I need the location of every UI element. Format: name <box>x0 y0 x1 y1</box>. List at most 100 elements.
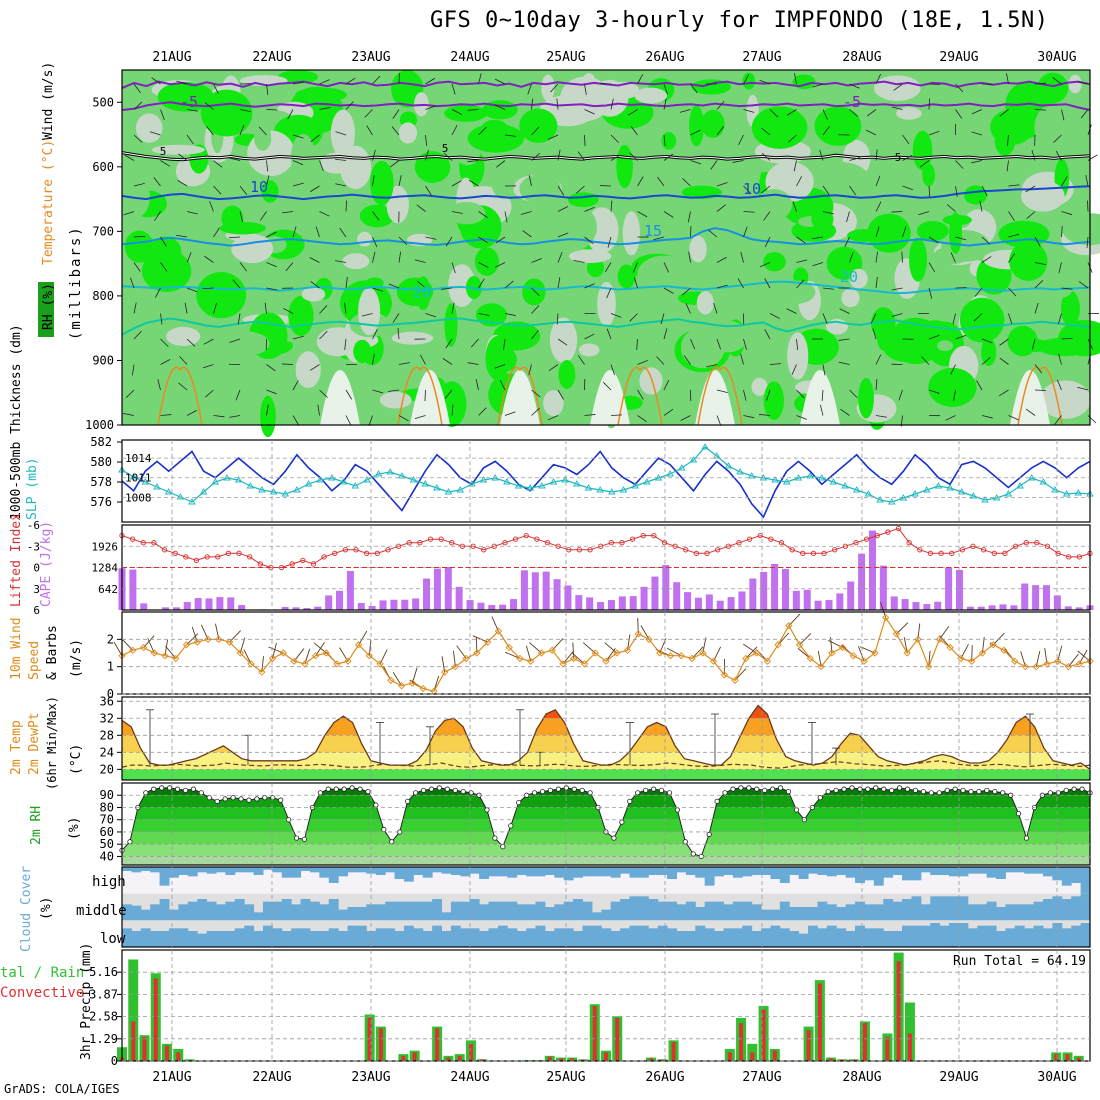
wind10-frame <box>121 611 1091 695</box>
wind-barb <box>160 359 171 365</box>
precip-convective-bar <box>558 1058 563 1061</box>
rh2m-marker <box>682 839 688 845</box>
wind-barb <box>901 251 903 263</box>
wind10-marker <box>677 652 685 660</box>
wind-barb <box>202 364 214 369</box>
wind-barb <box>891 313 903 317</box>
rh-tick: 50 <box>100 837 114 851</box>
wind10-marker <box>290 657 298 665</box>
wind-barb <box>849 157 861 161</box>
rh2m-marker <box>587 790 593 796</box>
cloud-bar <box>836 867 847 875</box>
wind-barb <box>637 211 648 218</box>
wind-barb <box>763 211 771 221</box>
precip-convective-bar <box>401 1055 406 1061</box>
cloud-bar <box>469 899 480 921</box>
pressure-tick: 1000 <box>85 418 114 432</box>
rh-patch <box>231 234 274 264</box>
wind-barb <box>319 330 328 340</box>
cloud-bar <box>544 907 555 921</box>
cape-bar <box>205 598 213 610</box>
cloud-bar <box>507 867 518 878</box>
rh2m-marker <box>635 790 641 796</box>
lifted-index-marker <box>874 532 880 539</box>
cape-bar <box>825 600 833 610</box>
wind-barb <box>398 251 402 263</box>
wind-barb <box>372 149 376 161</box>
cloud-bar <box>563 901 574 921</box>
wind-barb <box>844 236 850 248</box>
cloud-bar <box>770 867 781 879</box>
cloud-bar <box>1005 867 1016 873</box>
cloud-bar <box>657 925 668 947</box>
precip-convective-bar <box>907 1033 912 1061</box>
lifted-index-marker <box>204 554 210 560</box>
rh2m-marker <box>762 787 768 793</box>
lifted-index-marker <box>151 540 157 546</box>
rh-patch <box>215 330 270 357</box>
wind-barb <box>345 277 348 289</box>
wind-barb <box>345 389 353 400</box>
rh-patch <box>543 390 564 417</box>
cloud-bar <box>300 928 311 947</box>
rh-patch <box>937 340 954 352</box>
cape-bar <box>771 563 779 610</box>
cloud-bar <box>761 909 771 921</box>
wind-barb <box>451 125 458 136</box>
wind-barb <box>133 330 142 340</box>
slp-tick: 1014 <box>125 452 152 465</box>
wind10-marker <box>570 654 578 663</box>
wind-barb <box>213 83 219 95</box>
date-label-top: 21AUG <box>152 50 191 65</box>
precip-convective-bar <box>468 1043 473 1061</box>
cloud-bar <box>648 867 659 875</box>
lifted-index-marker <box>566 547 572 553</box>
wind-barb <box>451 83 456 95</box>
cloud-bar <box>356 867 367 873</box>
wind-barb <box>468 179 479 187</box>
wind-barb <box>946 204 956 212</box>
rh-patch <box>357 231 373 247</box>
rh2m-marker <box>984 787 990 793</box>
precip-total-bar <box>184 1059 195 1061</box>
wind-barb <box>759 79 771 85</box>
wind-barb <box>663 408 674 416</box>
thickness-marker <box>1051 486 1059 493</box>
wind-barb <box>576 185 585 194</box>
wind-barb <box>1054 415 1062 425</box>
lifted-index-marker <box>651 532 657 539</box>
wind-barb <box>206 126 214 136</box>
wind-barb <box>822 364 826 376</box>
cloud-bar <box>159 867 170 886</box>
cloud-bar <box>1080 893 1091 921</box>
wind-barb <box>125 389 135 398</box>
rh-patch <box>447 201 486 225</box>
warm-isotherm <box>617 366 663 426</box>
cloud-bar <box>779 867 790 883</box>
lifted-index-marker <box>949 550 955 556</box>
wind-barb <box>812 83 824 88</box>
wind-barb <box>584 109 595 115</box>
wind-barb <box>606 287 612 299</box>
rh2m-marker <box>270 795 276 801</box>
wind-barb <box>1055 150 1062 161</box>
wind-barb <box>345 415 352 426</box>
wind-barb <box>264 302 267 314</box>
wind10-barb <box>734 668 747 681</box>
wind-barb <box>971 131 983 136</box>
date-label-bottom: 30AUG <box>1037 1070 1076 1085</box>
wind10-marker <box>387 676 395 684</box>
rh2m-marker <box>349 785 355 791</box>
wind-barb <box>999 338 1009 346</box>
lifted-index-marker <box>906 540 912 546</box>
cloud-bar <box>441 931 452 947</box>
cape-tick: 1284 <box>92 562 119 575</box>
rh-patch <box>847 229 883 242</box>
cloud-bar <box>714 901 724 921</box>
rh-patch <box>942 214 972 226</box>
cloud-bar <box>375 867 386 875</box>
rh2m-marker <box>484 807 490 813</box>
cloud-bar <box>714 867 724 877</box>
wind-barb <box>443 152 453 161</box>
wind-barb <box>186 134 194 145</box>
